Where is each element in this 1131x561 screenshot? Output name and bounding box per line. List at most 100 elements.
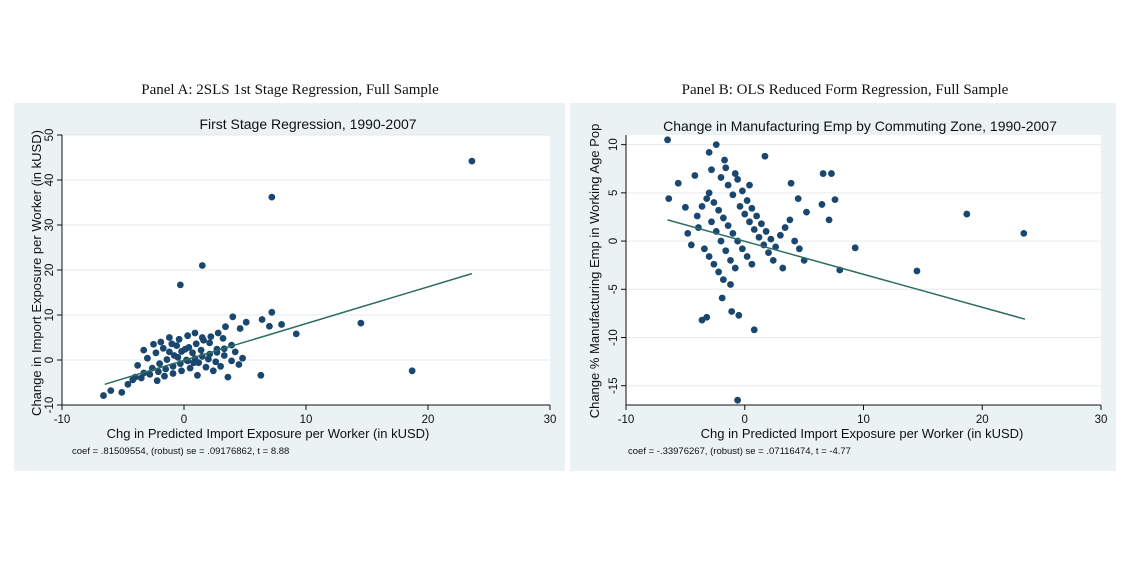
y-tick-label: 0: [608, 238, 620, 244]
data-point: [159, 344, 167, 352]
data-point: [708, 166, 715, 174]
data-point: [268, 193, 276, 201]
data-point: [753, 212, 761, 220]
y-tick-label: 5: [608, 190, 620, 196]
data-point: [129, 376, 137, 384]
data-point: [175, 335, 183, 343]
data-point: [214, 329, 222, 337]
y-tick-label: 40: [44, 174, 56, 187]
data-point: [828, 170, 835, 177]
y-tick-label: 50: [44, 129, 56, 142]
data-point: [734, 396, 742, 404]
data-point: [190, 359, 198, 367]
data-point: [205, 355, 212, 363]
data-point: [819, 170, 827, 177]
data-point: [750, 226, 758, 233]
data-point: [698, 202, 706, 210]
data-point: [750, 326, 758, 334]
data-point: [851, 244, 859, 252]
data-point: [664, 136, 671, 144]
data-point: [717, 174, 725, 181]
data-point: [712, 141, 720, 149]
data-point: [703, 195, 711, 203]
y-tick-label: 30: [44, 219, 56, 232]
data-point: [776, 231, 784, 239]
x-tick-label: 20: [976, 414, 989, 426]
data-point: [178, 367, 185, 375]
data-point: [162, 365, 170, 373]
data-point: [731, 170, 739, 177]
data-point: [235, 361, 243, 368]
data-point: [719, 276, 727, 284]
data-point: [156, 360, 164, 367]
panel-a-caption: Panel A: 2SLS 1st Stage Regression, Full…: [141, 82, 439, 98]
y-tick-label: -15: [608, 377, 620, 394]
data-point: [229, 313, 237, 321]
y-ticks: -15 -10 -5 0 5 10: [608, 138, 626, 394]
chart-panel-a: -10 0 10 20 30 -10 0 10 20 30 40 50 First Stage Re…: [29, 116, 557, 457]
data-point: [963, 210, 971, 218]
data-point: [192, 340, 200, 348]
data-point: [140, 346, 148, 354]
data-point: [220, 352, 228, 359]
data-point: [165, 334, 173, 341]
data-point: [219, 335, 227, 342]
x-tick-label: 20: [422, 414, 435, 426]
data-point: [722, 247, 730, 255]
x-tick-label: 0: [742, 414, 748, 426]
data-point: [191, 329, 199, 337]
data-point: [292, 330, 300, 338]
data-point: [665, 195, 673, 203]
data-point: [186, 364, 194, 372]
data-point: [705, 148, 713, 156]
data-point: [710, 199, 718, 206]
y-tick-label: -10: [44, 397, 56, 414]
data-point: [173, 342, 181, 349]
data-point: [731, 264, 739, 272]
data-point: [718, 294, 726, 302]
x-tick-label: 30: [544, 414, 557, 426]
data-point: [710, 260, 718, 268]
x-ticks: -10 0 10 20 30: [54, 405, 557, 426]
panel-b: -10 0 10 20 30 -15 -10 -5 0 5 10 Change in Manufa…: [570, 103, 1116, 471]
data-point: [724, 181, 732, 189]
data-point: [258, 316, 266, 323]
data-point: [236, 325, 244, 332]
data-point: [781, 224, 789, 231]
data-point: [708, 218, 715, 226]
data-point: [176, 281, 184, 289]
y-tick-label: -5: [608, 284, 620, 294]
data-point: [724, 222, 732, 230]
data-point: [198, 334, 206, 341]
data-point: [715, 268, 723, 276]
data-point: [100, 392, 107, 399]
data-point: [736, 202, 744, 210]
data-point: [735, 311, 743, 319]
x-tick-label: 30: [1095, 414, 1108, 426]
data-point: [134, 362, 142, 369]
data-point: [212, 358, 220, 366]
data-point: [786, 216, 794, 224]
data-point: [194, 371, 201, 379]
chart-title: First Stage Regression, 1990-2007: [199, 116, 416, 132]
fit-line: [667, 219, 1026, 320]
data-point: [228, 357, 235, 365]
data-point: [738, 187, 746, 195]
data-point: [239, 354, 246, 362]
regression-note: coef = .81509554, (robust) se = .0917686…: [72, 446, 289, 457]
data-point: [717, 237, 725, 245]
data-point: [767, 235, 775, 243]
x-ticks: -10 0 10 20 30: [618, 405, 1108, 426]
panel-b-caption: Panel B: OLS Reduced Form Regression, Fu…: [681, 82, 1009, 98]
data-point: [803, 208, 810, 216]
data-point: [124, 380, 132, 388]
data-point: [195, 359, 203, 367]
data-point: [727, 281, 734, 288]
data-point: [197, 346, 205, 354]
data-point: [705, 189, 713, 197]
data-points: [664, 136, 1028, 404]
data-point: [734, 175, 742, 183]
y-axis-title: Change % Manufacturing Emp in Working Ag…: [587, 124, 602, 419]
data-point: [687, 241, 695, 249]
data-point: [743, 197, 751, 204]
